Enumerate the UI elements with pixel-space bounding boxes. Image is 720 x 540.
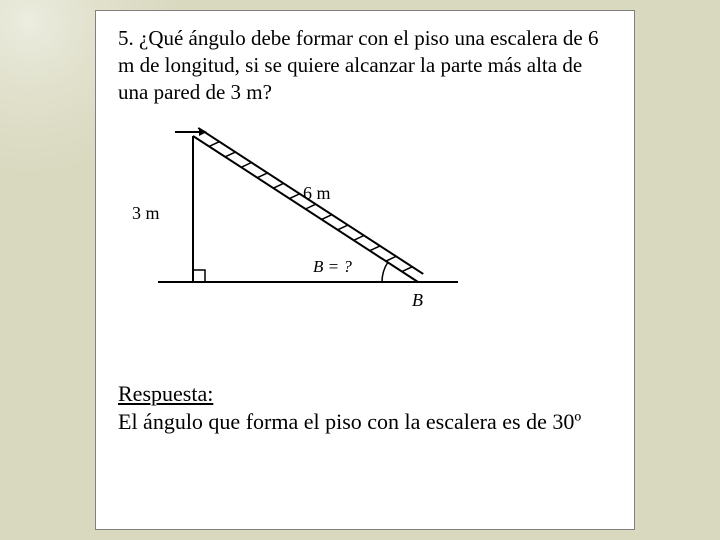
svg-text:B: B [412, 290, 423, 310]
answer-text: El ángulo que forma el piso con la escal… [118, 409, 581, 434]
svg-text:6 m: 6 m [303, 183, 331, 203]
svg-text:3 m: 3 m [132, 203, 160, 223]
answer-label: Respuesta: [118, 381, 213, 406]
slide-content: 5. ¿Qué ángulo debe formar con el piso u… [95, 10, 635, 530]
svg-text:B = ?: B = ? [313, 257, 352, 276]
triangle-diagram: 3 m 6 m B = ? B [118, 124, 478, 344]
answer-block: Respuesta: El ángulo que forma el piso c… [118, 380, 612, 436]
diagram-svg: 3 m 6 m B = ? B [118, 124, 478, 344]
question-text: 5. ¿Qué ángulo debe formar con el piso u… [118, 25, 612, 106]
